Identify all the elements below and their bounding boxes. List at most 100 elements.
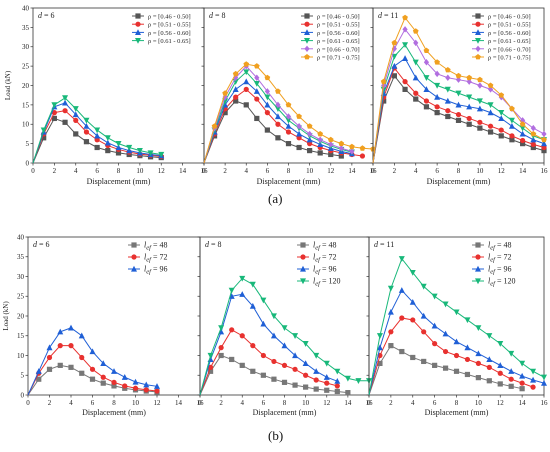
data-point <box>121 374 128 380</box>
data-point <box>270 313 277 320</box>
data-point <box>104 135 111 142</box>
x-tick-label: 0 <box>26 399 30 407</box>
data-point <box>423 47 430 54</box>
data-point <box>434 70 440 78</box>
data-point <box>344 375 351 382</box>
data-point <box>275 121 281 127</box>
legend-entry: lef = 72 <box>472 253 511 264</box>
data-point <box>398 256 405 262</box>
data-point <box>254 74 260 81</box>
chart-panel-a-3: 0 2 4 6 8 10 12 14 16d = 11 ρ = [0.46 - 0.50]ρ = … <box>370 7 548 186</box>
data-point <box>229 327 235 333</box>
legend-entry: ρ = [0.51 - 0.55] <box>301 21 360 29</box>
data-point <box>115 144 122 151</box>
legend-marker <box>475 254 481 260</box>
data-point <box>338 145 344 152</box>
data-point <box>254 96 260 102</box>
data-point <box>207 364 214 370</box>
data-point <box>519 380 525 386</box>
y-tick-label: 20 <box>17 312 25 320</box>
data-point <box>519 125 526 132</box>
data-point <box>497 362 504 368</box>
x-tick-label: 2 <box>389 399 393 407</box>
legend-entry: ρ = [0.46 - 0.50] <box>472 13 531 21</box>
data-point <box>233 98 239 104</box>
x-tick-label: 12 <box>327 167 335 175</box>
data-point <box>281 325 288 332</box>
legend-marker <box>135 21 141 27</box>
data-point <box>464 317 471 324</box>
data-point <box>264 110 270 116</box>
data-point <box>253 63 260 69</box>
data-point <box>143 381 150 388</box>
data-point <box>519 386 525 392</box>
data-point <box>388 343 394 349</box>
y-tick-label: 15 <box>17 332 25 340</box>
data-point <box>296 122 302 130</box>
y-tick-label: 0 <box>21 391 25 399</box>
data-point <box>229 356 235 363</box>
data-point <box>421 358 427 365</box>
data-point <box>271 376 277 382</box>
data-point <box>254 115 260 122</box>
data-point <box>51 115 57 122</box>
x-tick-label: 12 <box>498 167 506 175</box>
legend-label: ρ = [0.51 - 0.55] <box>317 22 360 29</box>
data-point <box>541 130 547 138</box>
legend-entry: lef = 96 <box>128 265 167 276</box>
x-tick-label: 0 <box>202 167 206 175</box>
data-point <box>46 354 53 361</box>
legend-label: lef = 72 <box>313 253 336 264</box>
data-point <box>477 119 483 125</box>
data-point <box>410 354 416 361</box>
data-point <box>380 78 387 85</box>
x-tick-label: 16 <box>370 167 378 175</box>
x-axis-label: Displacement (mm) <box>82 408 146 417</box>
data-point <box>250 343 256 349</box>
data-point <box>476 98 483 105</box>
data-point <box>497 341 504 347</box>
x-tick-label: 14 <box>175 399 183 407</box>
legend-label: lef = 96 <box>313 265 336 276</box>
data-point <box>317 136 323 143</box>
series-6 <box>203 61 376 164</box>
data-point <box>421 329 427 335</box>
data-point <box>271 358 277 365</box>
legend-label: ρ = [0.66 - 0.70] <box>488 46 531 53</box>
y-tick-label: 0 <box>26 159 30 167</box>
legend-marker <box>475 265 481 272</box>
data-point <box>391 39 398 46</box>
legend-entry: ρ = [0.56 - 0.60] <box>132 29 191 37</box>
data-point <box>249 302 256 309</box>
data-point <box>307 130 313 138</box>
x-tick-label: 2 <box>53 167 57 175</box>
data-point <box>239 275 246 282</box>
series-3 <box>368 287 547 396</box>
data-point <box>285 101 292 108</box>
data-point <box>334 368 341 375</box>
data-point <box>423 98 430 104</box>
data-point <box>57 328 64 335</box>
legend-marker <box>475 45 481 52</box>
data-point <box>264 101 271 108</box>
data-point <box>51 102 58 109</box>
data-point <box>486 364 492 370</box>
data-point <box>338 140 345 147</box>
data-point <box>376 333 383 339</box>
data-point <box>541 148 547 154</box>
legend-label: ρ = [0.56 - 0.60] <box>148 30 191 37</box>
series-1 <box>368 343 525 396</box>
data-point <box>445 113 451 120</box>
data-point <box>498 127 504 133</box>
x-tick-label: 12 <box>323 399 331 407</box>
series-3 <box>372 55 547 164</box>
data-point <box>334 383 340 389</box>
data-point <box>508 383 514 389</box>
data-point <box>497 370 503 376</box>
y-tick-label: 25 <box>17 293 25 301</box>
data-point <box>423 104 430 110</box>
data-point <box>94 144 100 151</box>
